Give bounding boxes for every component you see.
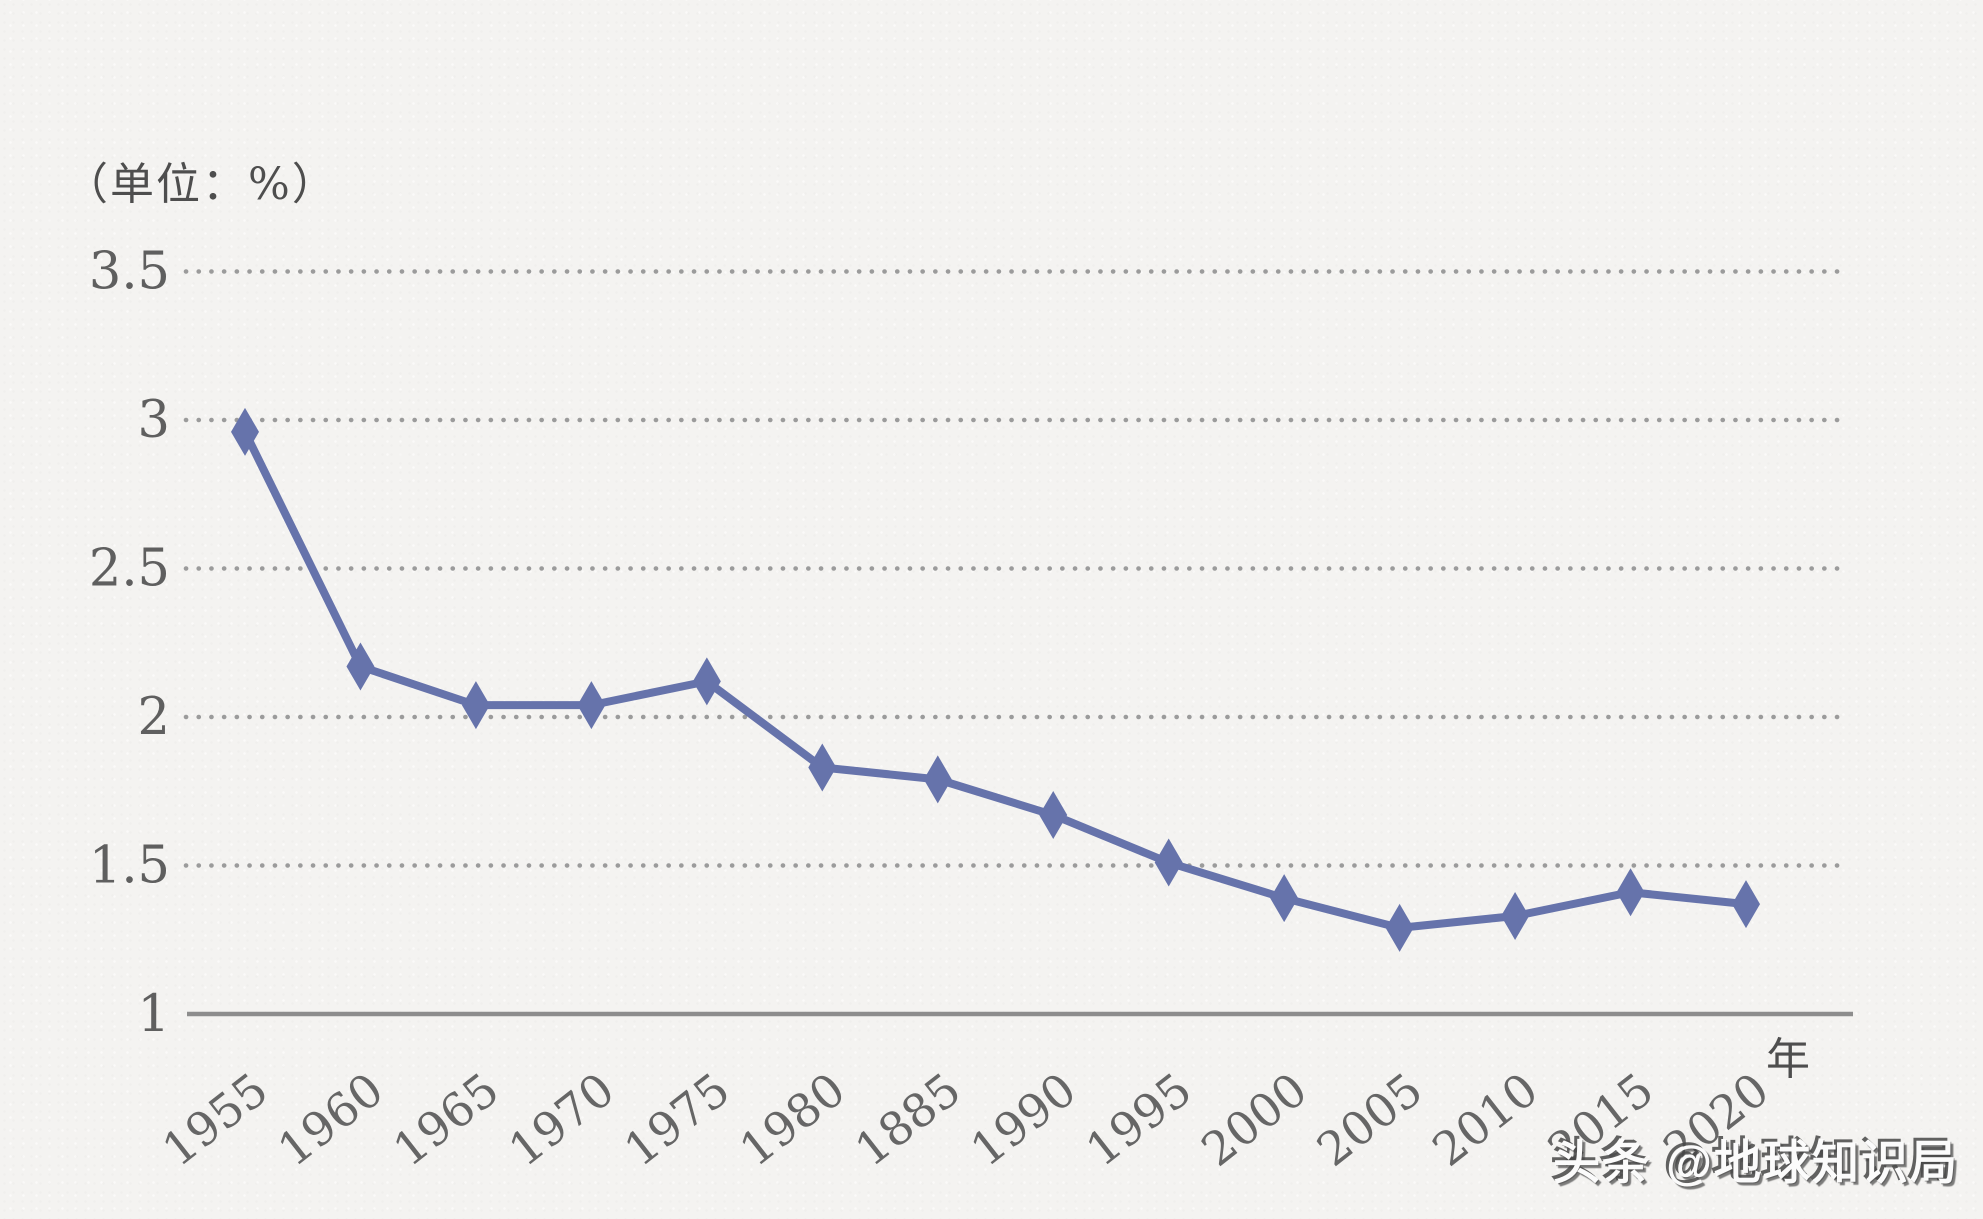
x-tick-label: 1965: [383, 1062, 509, 1177]
x-tick-label: 1995: [1076, 1062, 1202, 1177]
x-tick-label: 1990: [960, 1062, 1086, 1177]
x-tick-label: 2005: [1307, 1062, 1433, 1177]
x-tick-label: 1980: [730, 1062, 856, 1177]
x-tick-label: 1970: [499, 1062, 625, 1177]
y-axis-unit-label: （单位：%）: [64, 159, 338, 210]
x-tick-label: 2000: [1191, 1062, 1317, 1177]
data-point-marker: [1270, 874, 1299, 923]
watermark-text: 头条 @地球知识局: [1553, 1136, 1959, 1189]
data-point-marker: [577, 681, 606, 730]
data-point-marker: [346, 642, 375, 691]
y-tick-label: 2.5: [89, 540, 170, 599]
x-tick-label: 2010: [1422, 1062, 1548, 1177]
y-tick-label: 1: [138, 985, 170, 1044]
data-point-marker: [923, 755, 952, 804]
data-point-marker: [231, 407, 259, 456]
trend-line: [241, 427, 1750, 932]
x-axis-unit-label: 年: [1766, 1034, 1810, 1085]
y-tick-label: 2: [138, 688, 170, 747]
x-tick-label: 1955: [152, 1062, 278, 1177]
data-point-marker: [461, 681, 490, 730]
data-point-marker: [1501, 891, 1530, 940]
x-tick-label: 1975: [614, 1062, 740, 1177]
y-tick-label: 3.5: [89, 243, 170, 302]
data-point-marker: [1385, 903, 1414, 952]
data-point-marker: [808, 743, 837, 792]
y-tick-label: 1.5: [89, 837, 170, 896]
data-point-marker: [1039, 791, 1068, 840]
data-point-marker: [1154, 838, 1183, 887]
x-tick-label: 1885: [845, 1062, 971, 1177]
data-point-marker: [1732, 880, 1760, 929]
y-tick-label: 3: [138, 391, 170, 450]
data-point-marker: [692, 657, 721, 706]
x-tick-label: 1960: [268, 1062, 394, 1177]
data-point-marker: [1616, 868, 1645, 917]
